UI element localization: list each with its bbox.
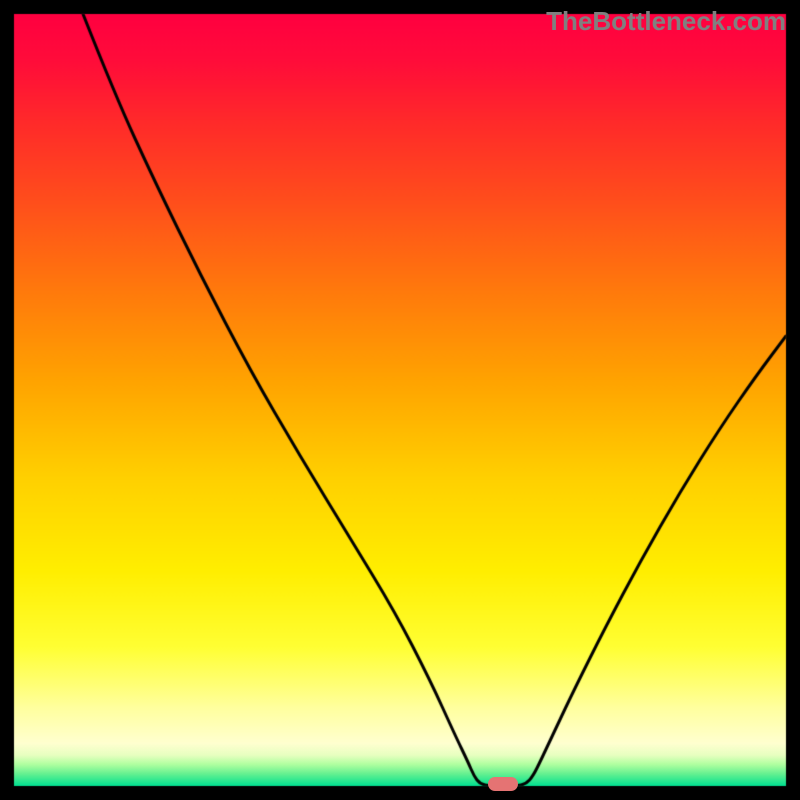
optimal-point-marker: [488, 777, 518, 791]
watermark-text: TheBottleneck.com: [546, 6, 786, 37]
bottleneck-chart: TheBottleneck.com: [0, 0, 800, 800]
gradient-background: [0, 0, 800, 800]
